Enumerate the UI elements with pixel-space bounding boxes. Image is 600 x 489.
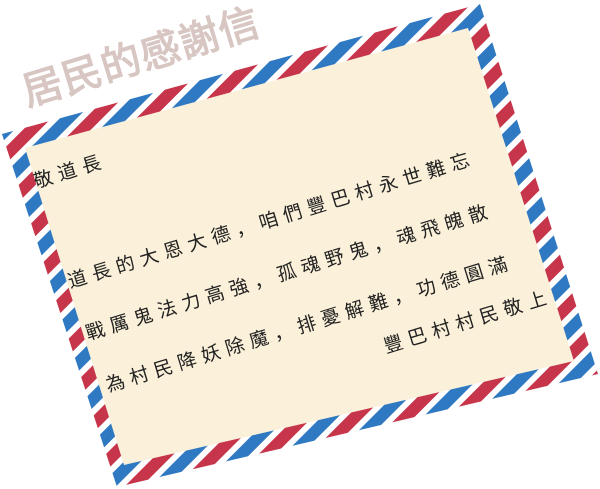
- envelope-paper: [25, 28, 574, 465]
